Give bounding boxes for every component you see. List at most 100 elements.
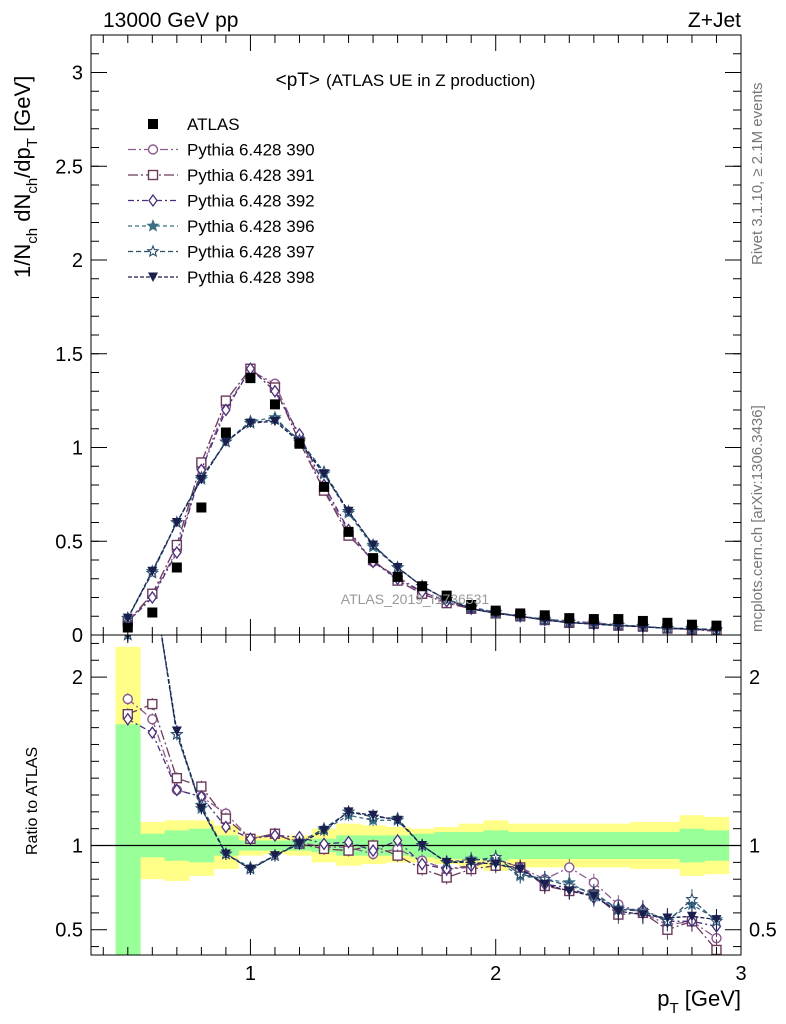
x-tick-label: 2 xyxy=(490,963,501,985)
ratio-y-tick-label-right: 2 xyxy=(749,667,760,689)
main-y-axis-label: 1/Nch dNch/dpT [GeV] xyxy=(10,76,41,278)
ratio-data-point xyxy=(441,857,452,868)
header-left: 13000 GeV pp xyxy=(103,9,238,32)
legend-entry: Pythia 6.428 397 xyxy=(128,243,315,262)
data-point xyxy=(171,518,182,528)
legend-entry: Pythia 6.428 396 xyxy=(128,217,315,236)
ratio-data-point xyxy=(685,892,699,906)
legend-marker xyxy=(146,219,160,232)
legend-entry: ATLAS xyxy=(148,115,240,134)
ratio-data-point xyxy=(637,910,648,920)
ratio-data-point xyxy=(417,841,428,851)
data-point xyxy=(172,545,182,560)
data-point xyxy=(392,571,403,582)
y-tick-label: 0.5 xyxy=(55,531,83,553)
watermark: ATLAS_2019_I1736531 xyxy=(341,591,490,607)
data-point xyxy=(539,610,550,621)
ratio-data-point xyxy=(613,906,624,917)
data-point xyxy=(147,566,158,577)
data-point xyxy=(270,384,280,398)
data-point xyxy=(564,613,575,624)
stat-uncertainty-band xyxy=(115,724,141,955)
data-point xyxy=(147,590,158,605)
x-tick-label: 1 xyxy=(245,963,256,985)
ratio-data-point xyxy=(319,837,329,851)
data-point xyxy=(122,613,133,624)
ratio-panel: 0.5 0.5 1 1 2 2 1 2 3 Ratio to ATLAS pT [GeV] xyxy=(24,634,777,1017)
ratio-data-point xyxy=(662,913,673,923)
data-point xyxy=(368,553,379,564)
data-point xyxy=(441,590,452,601)
y-tick-label: 3 xyxy=(72,63,83,85)
ratio-y-tick-label-right: 0.5 xyxy=(749,920,777,942)
ratio-data-point xyxy=(171,726,182,736)
ratio-data-point xyxy=(490,859,501,870)
ratio-data-point xyxy=(417,857,427,871)
y-tick-label: 1 xyxy=(72,438,83,460)
ratio-y-tick-label-right: 1 xyxy=(749,836,760,858)
ratio-data-point xyxy=(122,693,133,705)
ratio-data-point xyxy=(196,803,207,814)
ratio-y-tick-label: 1 xyxy=(72,836,83,858)
main-title-left: <pT> xyxy=(276,70,320,91)
ratio-data-point xyxy=(711,915,722,925)
ratio-data-point xyxy=(221,820,231,834)
data-point xyxy=(392,563,403,573)
ratio-data-point xyxy=(564,862,575,873)
legend-marker xyxy=(148,119,158,129)
legend-label: Pythia 6.428 392 xyxy=(187,192,315,211)
data-point xyxy=(588,614,599,625)
ratio-data-point xyxy=(122,712,133,726)
legend-entry: Pythia 6.428 390 xyxy=(128,141,315,160)
data-point xyxy=(245,373,256,384)
data-point xyxy=(220,437,231,447)
main-panel: 0 0.5 1 1.5 2 2.5 3 <pT> (ATLAS UE in Z produc… xyxy=(10,34,742,647)
data-point xyxy=(686,619,697,630)
data-point xyxy=(343,506,354,517)
ratio-data-point xyxy=(171,772,183,784)
ratio-data-point xyxy=(245,864,256,875)
data-point xyxy=(319,481,330,492)
legend-label: Pythia 6.428 398 xyxy=(187,268,315,287)
data-point xyxy=(319,469,330,479)
legend-marker xyxy=(148,272,158,282)
ratio-data-point xyxy=(466,857,477,868)
legend-label: Pythia 6.428 396 xyxy=(187,217,315,236)
legend-marker xyxy=(146,244,160,258)
y-tick-label: 0 xyxy=(72,625,83,647)
legend-marker xyxy=(148,193,158,208)
ratio-data-point xyxy=(147,698,158,710)
data-point xyxy=(637,615,648,626)
data-point xyxy=(269,416,280,427)
ratio-data-point xyxy=(539,879,550,890)
ratio-series-line xyxy=(127,698,717,939)
ratio-y-tick-label: 0.5 xyxy=(55,920,83,942)
data-point xyxy=(269,399,280,410)
ratio-data-point xyxy=(392,833,403,848)
legend-label: Pythia 6.428 397 xyxy=(187,243,315,262)
ratio-data-point xyxy=(172,783,182,797)
y-tick-label: 1.5 xyxy=(55,344,83,366)
ratio-data-point xyxy=(343,835,354,849)
data-point xyxy=(662,617,673,628)
ratio-series-4 xyxy=(123,635,724,932)
ratio-data-point xyxy=(319,825,330,836)
legend-entry: Pythia 6.428 392 xyxy=(128,192,315,211)
data-point xyxy=(220,427,231,438)
data-point xyxy=(490,605,501,616)
data-point xyxy=(417,581,428,592)
ratio-data-point xyxy=(588,891,599,902)
legend: ATLAS Pythia 6.428 390 Pythia 6.428 391 Pyt… xyxy=(128,115,315,287)
legend-entry: Pythia 6.428 398 xyxy=(128,268,315,287)
legend-label: Pythia 6.428 391 xyxy=(187,166,315,185)
ratio-data-point xyxy=(368,843,378,858)
data-point xyxy=(171,562,182,573)
main-title-right: (ATLAS UE in Z production) xyxy=(326,71,535,90)
y-tick-label: 2 xyxy=(72,250,83,272)
ratio-series-line xyxy=(127,718,717,928)
data-point xyxy=(196,474,207,485)
ratio-data-point xyxy=(196,781,207,792)
ratio-data-point xyxy=(270,828,280,843)
legend-entry: Pythia 6.428 391 xyxy=(128,166,315,185)
